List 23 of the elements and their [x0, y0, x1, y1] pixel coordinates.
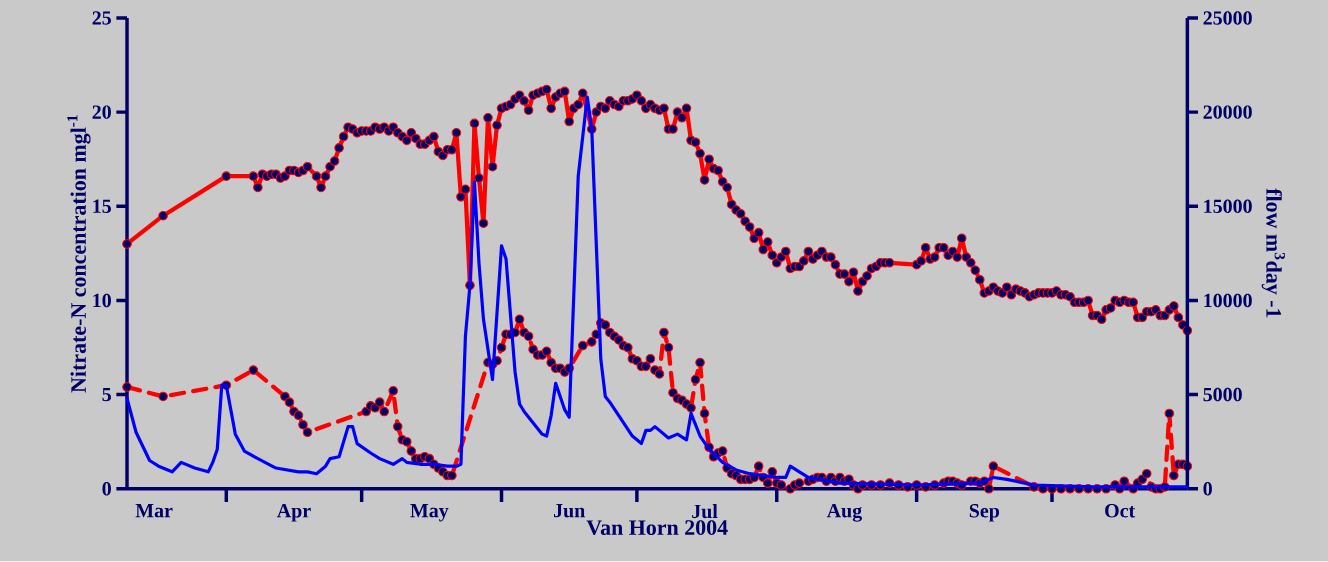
y-tick-label: 25 [92, 11, 111, 25]
y-tick-label: 10 [93, 293, 111, 308]
x-tick-label: Apr [276, 504, 311, 522]
y2-tick-label: 10000 [1204, 293, 1252, 308]
y-tick-label: 20 [92, 105, 111, 120]
y2-tick-label: 5000 [1203, 388, 1242, 402]
y-tick-label: 15 [93, 199, 111, 214]
y2-axis-title: flow m$^{3}$day -1 [1261, 188, 1285, 318]
y-tick-label: 5 [102, 388, 111, 402]
x-axis-title: Van Horn 2004 [586, 520, 728, 536]
y2-tick-label: 0 [1203, 482, 1212, 496]
y2-tick-label: 25000 [1203, 11, 1252, 25]
x-tick-label: Mar [135, 504, 173, 518]
x-tick-label: Aug [826, 504, 862, 522]
x-tick-label: Oct [1105, 504, 1136, 518]
y2-tick-label: 20000 [1203, 105, 1252, 120]
x-tick-label: May [410, 504, 449, 522]
x-tick-label: Sep [969, 504, 1000, 522]
x-tick-label: Jun [554, 504, 585, 518]
y-axis-title: Nitrate-N concentration mgl$^{-1}$ [67, 115, 91, 393]
y2-tick-label: 15000 [1204, 199, 1252, 214]
x-tick-label: Jul [692, 504, 718, 519]
y-tick-label: 0 [102, 482, 111, 496]
